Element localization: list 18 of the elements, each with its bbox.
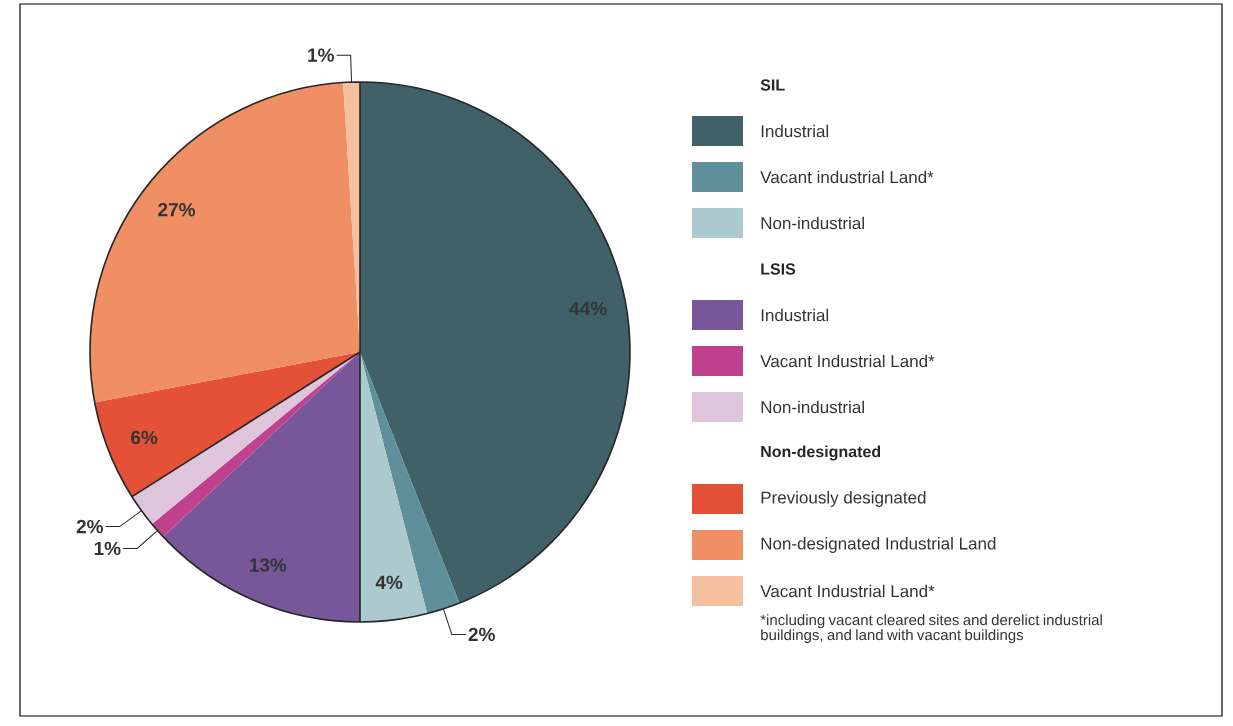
- data-label: 1%: [94, 541, 121, 556]
- legend-label: Industrial: [761, 308, 829, 322]
- data-label: 1%: [308, 48, 334, 62]
- legend-label: Non-industrial: [761, 216, 864, 230]
- text: LSIS: [761, 263, 796, 275]
- legend-label: Previously designated: [761, 491, 926, 507]
- text: Non-designated: [761, 445, 881, 461]
- data-label: 4%: [375, 575, 403, 590]
- legend-label: Vacant industrial Land*: [760, 170, 934, 184]
- legend-label: Vacant Industrial Land*: [760, 584, 935, 598]
- data-label: 2%: [76, 519, 104, 534]
- data-label: 2%: [468, 627, 495, 642]
- legend-label: Non-designated Industrial Land: [761, 537, 996, 553]
- text: SIL: [760, 79, 785, 91]
- legend-label: Non-industrial: [761, 400, 864, 414]
- text: *including vacant cleared sites and derelict industrial buildings, and land with vacant buildings: [760, 614, 1102, 644]
- legend-label: Industrial: [761, 124, 829, 138]
- legend-label: Vacant Industrial Land*: [760, 354, 935, 368]
